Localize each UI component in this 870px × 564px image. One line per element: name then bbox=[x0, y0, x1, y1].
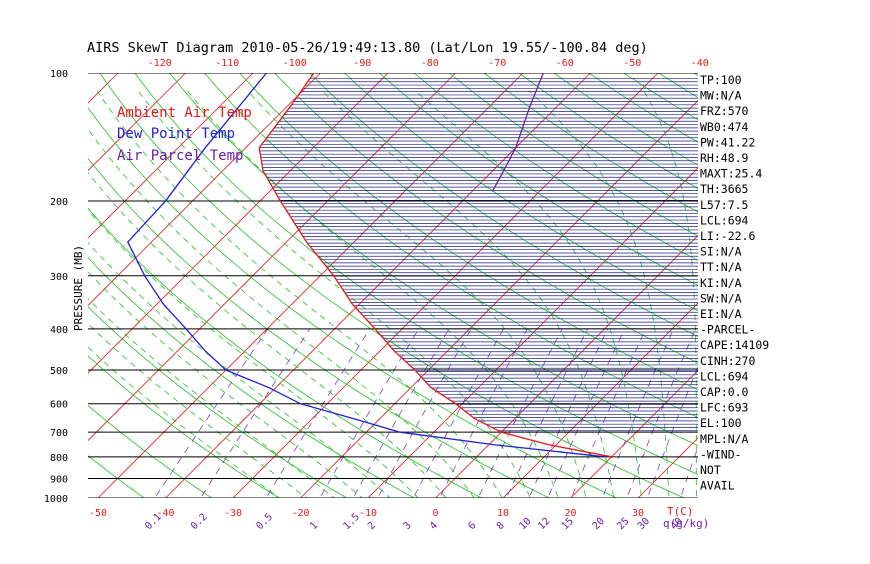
dry-adiabat bbox=[344, 73, 870, 507]
x-tick-label-top: -90 bbox=[353, 58, 371, 69]
mixing-ratio-tick-label: 25 bbox=[615, 516, 631, 532]
y-tick-label: 700 bbox=[50, 428, 68, 439]
index-label: -PARCEL- bbox=[700, 323, 755, 337]
dry-adiabat bbox=[449, 73, 870, 507]
legend-dewpoint: Dew Point Temp bbox=[117, 126, 235, 142]
isotherm-line bbox=[31, 73, 456, 498]
y-tick-label: 300 bbox=[50, 272, 68, 283]
index-label: L57:7.5 bbox=[700, 198, 748, 212]
index-label: TT:N/A bbox=[700, 260, 742, 274]
x-tick-label-bottom: -30 bbox=[224, 508, 242, 519]
x-tick-label-top: -80 bbox=[421, 58, 439, 69]
index-label: MAXT:25.4 bbox=[700, 167, 762, 181]
dry-adiabat bbox=[310, 73, 870, 507]
mixing-ratio-tick-label: 6 bbox=[466, 520, 478, 532]
mixing-ratio-line bbox=[195, 329, 310, 507]
isotherm-line bbox=[233, 73, 658, 498]
index-label: KI:N/A bbox=[700, 276, 742, 290]
mixing-ratio-tick-label: 0.2 bbox=[189, 512, 210, 533]
index-label: FRZ:570 bbox=[700, 104, 749, 118]
index-label: MPL:N/A bbox=[700, 432, 749, 446]
mixing-ratio-tick-label: 2 bbox=[366, 520, 378, 532]
y-tick-label: 400 bbox=[50, 325, 68, 336]
isotherm-line bbox=[0, 73, 51, 498]
index-label: WB0:474 bbox=[700, 120, 749, 134]
index-label: LCL:694 bbox=[700, 213, 749, 227]
mixing-ratio-line bbox=[315, 329, 419, 507]
dry-adiabat bbox=[240, 73, 870, 507]
mixing-ratio-line bbox=[261, 329, 370, 507]
index-label: PW:41.22 bbox=[700, 135, 755, 149]
mixing-ratio-tick-label: 4 bbox=[428, 520, 440, 532]
y-axis-label: PRESSURE (MB) bbox=[72, 245, 85, 331]
legend: Ambient Air Temp Dew Point Temp Air Parc… bbox=[117, 105, 252, 164]
y-tick-label: 500 bbox=[50, 366, 68, 377]
chart-title: AIRS SkewT Diagram 2010-05-26/19:49:13.8… bbox=[87, 40, 648, 56]
x-tick-label-bottom: 10 bbox=[497, 508, 509, 519]
y-tick-label: 900 bbox=[50, 475, 68, 486]
index-label: TP:100 bbox=[700, 73, 742, 87]
mixing-ratio-tick-label: 1 bbox=[308, 520, 320, 532]
x-tick-label-bottom: -10 bbox=[359, 508, 377, 519]
index-label: EI:N/A bbox=[700, 307, 742, 321]
index-label: NOT bbox=[700, 463, 721, 477]
isotherm-line bbox=[436, 73, 861, 498]
mixing-ratio-tick-label: 8 bbox=[495, 520, 507, 532]
dry-adiabat bbox=[764, 73, 870, 507]
y-tick-labels: 100 200 300 400 500 600 700 800 900 1000 bbox=[44, 69, 68, 505]
dry-adiabat bbox=[799, 73, 870, 507]
x-tick-label-top: -50 bbox=[623, 58, 641, 69]
index-label: LI:-22.6 bbox=[700, 229, 755, 243]
index-label: AVAIL bbox=[700, 479, 735, 493]
x-tick-label-top: -120 bbox=[148, 58, 172, 69]
x-tick-label-bottom: 0 bbox=[432, 508, 438, 519]
x-tick-labels-top: -120 -110 -100 -90 -80 -70 -60 -50 -40 bbox=[148, 58, 709, 69]
mixing-ratio-tick-label: 0.5 bbox=[255, 512, 276, 533]
index-label: CINH:270 bbox=[700, 354, 755, 368]
mixing-ratio-tick-label: 3 bbox=[402, 520, 414, 532]
x-tick-label-top: -100 bbox=[283, 58, 307, 69]
x-tick-label-bottom: -50 bbox=[89, 508, 107, 519]
mixing-ratio-unit: q(g/kg) bbox=[663, 517, 709, 530]
index-label: LFC:693 bbox=[700, 401, 749, 415]
isotherm-line bbox=[841, 73, 870, 498]
legend-parcel: Air Parcel Temp bbox=[117, 148, 243, 164]
index-label: MW:N/A bbox=[700, 89, 742, 103]
index-label: LCL:694 bbox=[700, 369, 749, 383]
dry-adiabat bbox=[484, 73, 870, 507]
legend-ambient: Ambient Air Temp bbox=[117, 105, 252, 121]
isotherm-line bbox=[301, 73, 726, 498]
y-tick-label: 1000 bbox=[44, 494, 68, 505]
index-label: TH:3665 bbox=[700, 182, 748, 196]
x-tick-label-top: -60 bbox=[556, 58, 574, 69]
mixing-ratio-tick-label: 12 bbox=[536, 516, 552, 532]
y-tick-label: 800 bbox=[50, 453, 68, 464]
index-label: -WIND- bbox=[700, 447, 742, 461]
index-label: EL:100 bbox=[700, 416, 742, 430]
isotherm-line bbox=[773, 73, 870, 498]
x-tick-label-bottom: -20 bbox=[291, 508, 309, 519]
index-label: SW:N/A bbox=[700, 291, 742, 305]
index-label: RH:48.9 bbox=[700, 151, 749, 165]
index-label: CAPE:14109 bbox=[700, 338, 769, 352]
mixing-ratio-tick-label: 20 bbox=[591, 516, 607, 532]
y-tick-label: 600 bbox=[50, 400, 68, 411]
y-tick-label: 200 bbox=[50, 197, 68, 208]
x-tick-label-top: -40 bbox=[691, 58, 709, 69]
x-tick-label-top: -110 bbox=[215, 58, 239, 69]
dry-adiabat bbox=[414, 73, 870, 507]
dry-adiabat bbox=[834, 73, 870, 507]
index-label: CAP:0.0 bbox=[700, 385, 749, 399]
cape-hatching bbox=[259, 78, 698, 430]
y-tick-label: 100 bbox=[50, 69, 68, 80]
mixing-ratio-tick-label: 10 bbox=[517, 516, 533, 532]
index-label: SI:N/A bbox=[700, 245, 742, 259]
x-tick-label-top: -70 bbox=[488, 58, 506, 69]
